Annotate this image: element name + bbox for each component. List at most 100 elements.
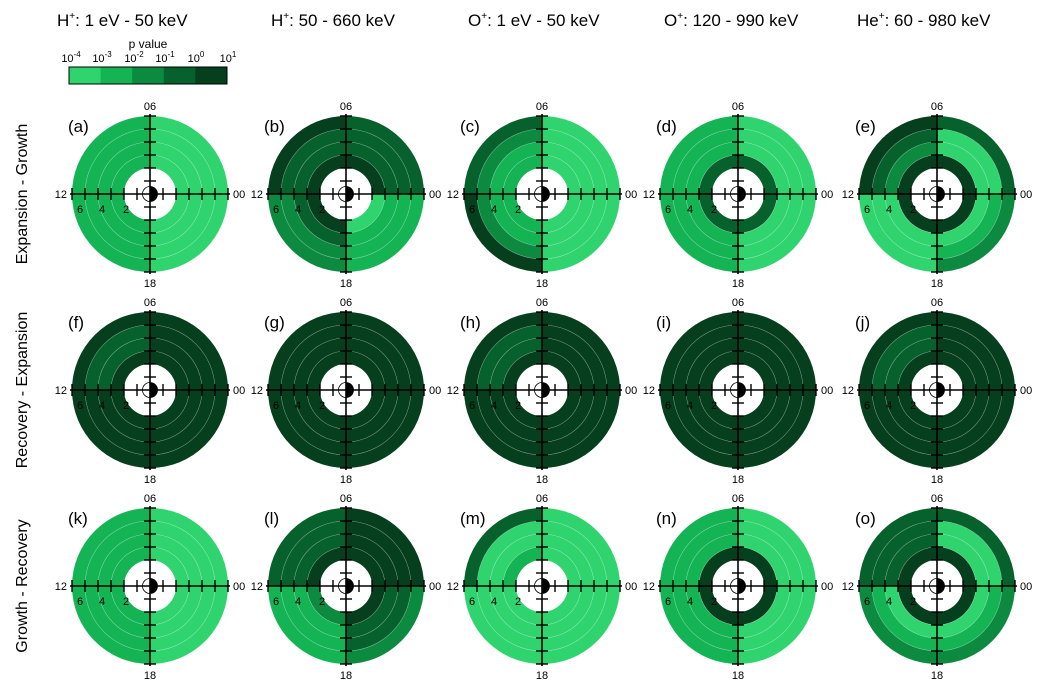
radial-label: 4 <box>491 400 497 412</box>
colorbar-segment <box>69 67 101 84</box>
radial-label: 6 <box>77 596 83 608</box>
radial-label: 4 <box>491 204 497 216</box>
panel-label: (d) <box>656 117 677 136</box>
sector-cell <box>738 194 816 272</box>
sector-cell <box>542 338 594 390</box>
sector-cell <box>542 116 620 194</box>
mlt-label-00: 00 <box>1020 385 1032 397</box>
mlt-label-18: 18 <box>144 670 156 682</box>
dial-panel: 06 18 12 00 6 4 2 (l) <box>251 493 442 682</box>
dial-panel: 06 18 12 00 6 4 2 (m) <box>447 493 638 682</box>
panel-label: (i) <box>656 313 671 332</box>
panel-label: (l) <box>264 509 279 528</box>
sector-cell <box>738 325 803 390</box>
row-label: Expansion - Growth <box>14 124 31 265</box>
sector-cell <box>542 521 607 586</box>
mlt-label-18: 18 <box>536 474 548 486</box>
mlt-label-00: 00 <box>233 385 245 397</box>
sector-cell <box>111 390 150 429</box>
radial-label: 2 <box>910 596 916 608</box>
sector-cell <box>346 521 411 586</box>
sector-cell <box>346 534 398 586</box>
sector-cell <box>294 194 346 246</box>
sector-cell <box>150 325 215 390</box>
radial-label: 2 <box>711 204 717 216</box>
radial-label: 6 <box>273 596 279 608</box>
radial-label: 2 <box>123 204 129 216</box>
mlt-label-00: 00 <box>1020 581 1032 593</box>
sector-cell <box>542 312 620 390</box>
sector-cell <box>477 390 542 455</box>
sector-cell <box>885 534 937 586</box>
sector-cell <box>346 194 385 233</box>
sector-cell <box>150 129 215 194</box>
panel-label: (c) <box>460 117 480 136</box>
sector-cell <box>150 194 215 259</box>
sector-cell <box>937 194 1015 272</box>
sector-cell <box>885 586 937 638</box>
dial-panel: 06 18 12 00 6 4 2 (b) <box>251 101 442 290</box>
sector-cell <box>937 508 1015 586</box>
sector-cell <box>542 390 607 455</box>
sector-cell <box>294 338 346 390</box>
radial-label: 6 <box>665 400 671 412</box>
mlt-label-06: 06 <box>144 101 156 113</box>
panel-label: (g) <box>264 313 285 332</box>
colorbar-tick-label: 100 <box>188 50 205 65</box>
mlt-label-12: 12 <box>447 189 459 201</box>
dial-panel: 06 18 12 00 6 4 2 (g) <box>251 297 442 486</box>
mlt-label-18: 18 <box>340 670 352 682</box>
sector-cell <box>872 325 937 390</box>
mlt-label-00: 00 <box>429 581 441 593</box>
sector-cell <box>738 116 816 194</box>
sector-cell <box>937 586 1015 664</box>
radial-label: 6 <box>665 204 671 216</box>
radial-label: 6 <box>665 596 671 608</box>
sector-cell <box>477 129 542 194</box>
colorbar-segment <box>132 67 165 84</box>
mlt-label-06: 06 <box>732 493 744 505</box>
mlt-label-00: 00 <box>233 189 245 201</box>
sector-cell <box>72 194 150 272</box>
sector-cell <box>72 586 150 664</box>
sector-cell <box>898 155 937 194</box>
sector-cell <box>738 586 803 651</box>
mlt-label-06: 06 <box>340 493 352 505</box>
radial-label: 4 <box>99 400 105 412</box>
sector-cell <box>503 390 542 429</box>
sector-cell <box>346 586 411 651</box>
sector-cell <box>503 351 542 390</box>
sector-cell <box>503 586 542 625</box>
sector-cell <box>150 390 215 455</box>
sector-cell <box>346 116 424 194</box>
sector-cell <box>98 534 150 586</box>
radial-label: 2 <box>319 400 325 412</box>
sector-cell <box>268 116 346 194</box>
sector-cell <box>346 508 424 586</box>
row-label: Recovery - Expansion <box>14 312 31 469</box>
sector-cell <box>150 586 202 638</box>
panel-label: (m) <box>460 509 485 528</box>
sector-cell <box>542 547 581 586</box>
mlt-label-12: 12 <box>643 189 655 201</box>
sector-cell <box>150 586 189 625</box>
sector-cell <box>346 390 385 429</box>
column-header: He+: 60 - 980 keV <box>857 11 991 30</box>
sector-cell <box>937 351 976 390</box>
sector-cell <box>542 194 620 272</box>
column-header: H+: 50 - 660 keV <box>271 11 396 30</box>
sector-cell <box>111 547 150 586</box>
mlt-label-06: 06 <box>340 297 352 309</box>
sector-cell <box>937 194 989 246</box>
sector-cell <box>111 586 150 625</box>
sector-cell <box>98 194 150 246</box>
row-labels: Expansion - Growth Recovery - Expansion Gr… <box>14 124 31 653</box>
sector-cell <box>699 586 738 625</box>
sector-cell <box>150 155 189 194</box>
sector-cell <box>738 390 816 468</box>
sector-cell <box>542 155 581 194</box>
dial-panel: 06 18 12 00 6 4 2 (j) <box>842 297 1033 486</box>
sector-cell <box>738 547 777 586</box>
sector-cell <box>660 194 738 272</box>
sector-cell <box>937 142 989 194</box>
